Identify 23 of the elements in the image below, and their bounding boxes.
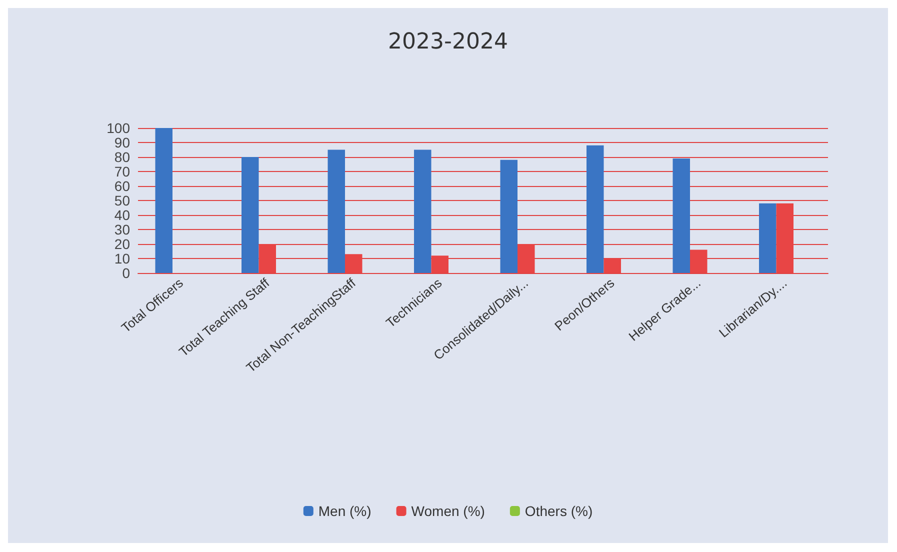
bar xyxy=(328,150,345,273)
bar xyxy=(672,158,690,273)
y-tick-label: 60 xyxy=(114,178,130,194)
y-tick-label: 30 xyxy=(114,222,130,238)
y-tick-label: 40 xyxy=(114,207,130,223)
y-tick-label: 0 xyxy=(122,265,130,281)
chart-title: 2023-2024 xyxy=(388,30,508,54)
legend-label: Others (%) xyxy=(524,503,593,519)
bar xyxy=(586,145,604,273)
bar xyxy=(414,150,432,273)
bar xyxy=(759,203,776,273)
y-tick-label: 80 xyxy=(114,149,130,165)
y-tick-label: 100 xyxy=(106,120,130,136)
y-tick-label: 50 xyxy=(114,192,130,208)
y-tick-label: 10 xyxy=(114,250,130,266)
y-tick-label: 70 xyxy=(114,164,130,180)
bar xyxy=(155,128,172,273)
y-tick-label: 20 xyxy=(114,236,130,252)
bar xyxy=(500,160,518,273)
bar xyxy=(242,157,259,273)
legend-label: Women (%) xyxy=(411,503,485,519)
y-tick-label: 90 xyxy=(114,134,130,150)
legend-label: Men (%) xyxy=(318,503,372,519)
